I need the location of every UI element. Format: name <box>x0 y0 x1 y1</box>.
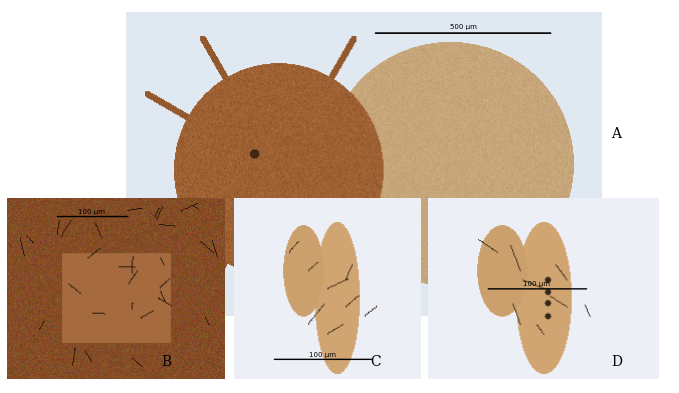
Text: D: D <box>611 355 622 369</box>
Text: A: A <box>611 127 621 141</box>
Text: C: C <box>370 355 381 369</box>
Text: 100 μm: 100 μm <box>308 352 335 358</box>
Text: 100 μm: 100 μm <box>523 281 550 287</box>
Text: B: B <box>162 355 172 369</box>
Text: 500 μm: 500 μm <box>449 24 477 30</box>
Text: 100 μm: 100 μm <box>78 209 105 215</box>
